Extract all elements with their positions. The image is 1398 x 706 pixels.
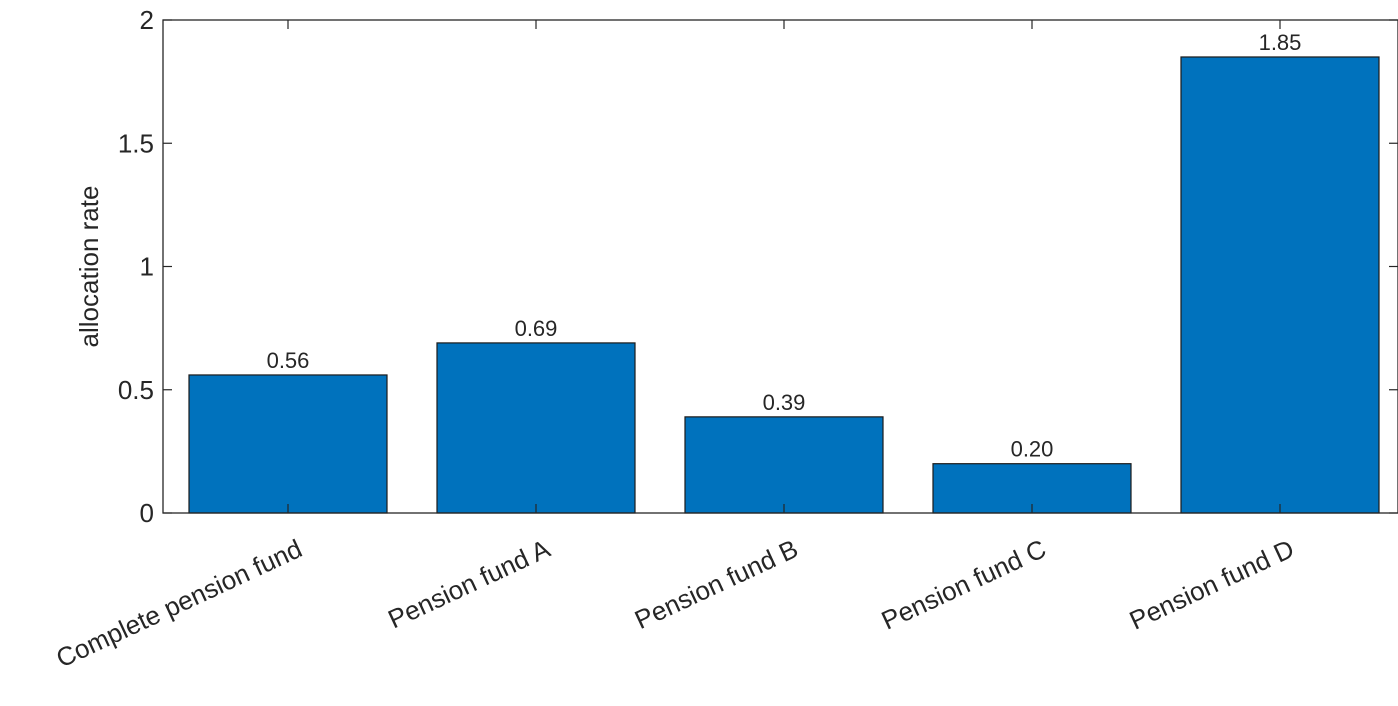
x-tick-label: Pension fund C	[877, 533, 1051, 635]
plot-box	[162, 19, 1398, 514]
bar	[188, 374, 388, 514]
bars	[188, 56, 1380, 514]
bar-data-label: 0.56	[267, 348, 310, 373]
x-tick-label: Complete pension fund	[52, 533, 307, 673]
y-tick-label: 2	[140, 5, 154, 35]
y-tick-label: 1	[140, 252, 154, 282]
x-tick-label: Pension fund D	[1125, 533, 1299, 635]
bar-data-label: 1.85	[1259, 30, 1302, 55]
axes-frame	[162, 19, 1398, 514]
bar-data-label: 0.39	[763, 390, 806, 415]
y-tick-label: 0	[140, 498, 154, 528]
x-axis-ticks: Complete pension fund Pension fund A Pensi…	[52, 20, 1299, 673]
y-tick-label: 0.5	[118, 375, 154, 405]
bar	[684, 416, 884, 514]
y-axis-label: allocation rate	[74, 186, 104, 348]
bar	[436, 342, 636, 514]
bar-data-label: 0.20	[1011, 437, 1054, 462]
y-tick-label: 1.5	[118, 128, 154, 158]
x-tick-label: Pension fund B	[630, 533, 803, 635]
x-tick-label: Pension fund A	[383, 533, 555, 634]
y-axis-ticks: 0 0.5 1 1.5 2	[118, 5, 1398, 528]
bar-data-labels: 0.56 0.69 0.39 0.20 1.85	[267, 30, 1302, 462]
bar-data-label: 0.69	[515, 316, 558, 341]
bar	[1180, 56, 1380, 514]
